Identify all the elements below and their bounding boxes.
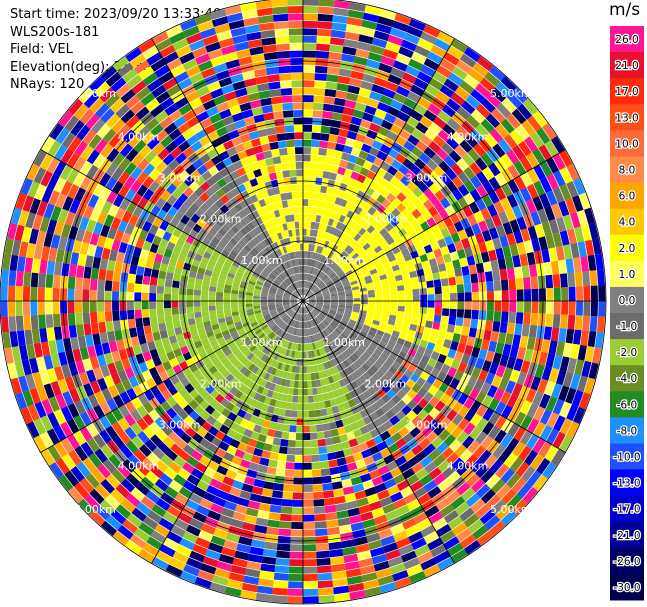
- colorbar-tick-label: -1.0: [617, 321, 638, 333]
- colorbar-tick-label: -6.0: [617, 399, 638, 411]
- colorbar-swatch: [610, 26, 644, 53]
- range-ring-label: 3.00km: [406, 419, 448, 432]
- colorbar-swatch: [610, 182, 644, 210]
- colorbar-tick-label: -17.0: [613, 504, 640, 516]
- colorbar-tick-label: -26.0: [613, 556, 640, 568]
- range-ring-label: 4.00km: [118, 130, 160, 143]
- colorbar-swatch: [610, 286, 644, 314]
- colorbar-swatch: [610, 417, 644, 444]
- colorbar-tick-label: 1.0: [619, 269, 636, 281]
- colorbar-swatch: [610, 495, 644, 523]
- colorbar-tick-label: 6.0: [619, 191, 636, 203]
- colorbar-tick-label: -8.0: [617, 425, 638, 437]
- colorbar-swatch: [610, 104, 644, 131]
- colorbar-swatch: [610, 469, 644, 497]
- field-label: Field: VEL: [10, 42, 73, 57]
- colorbar-tick-label: -30.0: [613, 582, 640, 594]
- colorbar-tick-label: 13.0: [615, 112, 638, 124]
- colorbar-swatch: [610, 208, 644, 236]
- colorbar-swatch: [610, 339, 644, 366]
- colorbar-swatch: [610, 78, 644, 105]
- colorbar-tick-label: 10.0: [615, 138, 638, 150]
- range-ring-label: 2.00km: [365, 377, 407, 390]
- colorbar-swatch: [610, 234, 644, 262]
- range-ring-label: 5.00km: [74, 87, 116, 100]
- colorbar-unit: m/s: [609, 0, 641, 20]
- colorbar-swatch: [610, 521, 644, 549]
- azimuth-spoke: [302, 300, 566, 453]
- colorbar-tick-label: -21.0: [613, 530, 640, 542]
- range-ring-label: 4.00km: [118, 460, 160, 473]
- azimuth-spoke: [302, 300, 455, 564]
- colorbar-swatch: [610, 52, 644, 79]
- colorbar-swatch: [610, 365, 644, 392]
- ppi-plot: 1.00km 1.00km 1.00km 1.00km 2.00km 2.00km 2.00…: [0, 0, 607, 605]
- colorbar-swatch: [610, 573, 644, 601]
- colorbar-swatch: [610, 443, 644, 471]
- range-ring-label: 4.00km: [447, 130, 489, 143]
- colorbar-tick-label: -10.0: [613, 452, 640, 464]
- range-ring-label: 5.00km: [490, 87, 532, 100]
- azimuth-spoke: [151, 38, 304, 302]
- azimuth-spoke: [302, 38, 455, 302]
- colorbar-swatch: [610, 547, 644, 575]
- start-time-label: Start time: 2023/09/20 13:33:40: [10, 7, 222, 22]
- colorbar-swatch: [610, 260, 644, 288]
- colorbar-tick-label: -13.0: [613, 478, 640, 490]
- colorbar-tick-label: 2.0: [619, 243, 636, 255]
- instrument-label: WLS200s-181: [10, 24, 100, 40]
- colorbar-tick-label: 0.0: [619, 295, 636, 307]
- range-ring-label: 1.00km: [241, 254, 283, 267]
- colorbar-tick-label: 8.0: [619, 165, 636, 177]
- range-ring-label: 1.00km: [241, 336, 283, 349]
- azimuth-spoke: [40, 149, 304, 302]
- range-ring-label: 4.00km: [447, 460, 489, 473]
- range-ring-label: 5.00km: [74, 503, 116, 516]
- range-ring-labels: 1.00km 1.00km 1.00km 1.00km 2.00km 2.00km 2.00…: [74, 87, 531, 516]
- range-ring-label: 1.00km: [323, 254, 365, 267]
- range-ring-label: 3.00km: [406, 172, 448, 185]
- azimuth-spoke: [302, 149, 566, 302]
- colorbar-swatch: [610, 313, 644, 340]
- range-ring-label: 3.00km: [159, 419, 201, 432]
- range-ring-label: 1.00km: [323, 336, 365, 349]
- range-ring-label: 5.00km: [490, 503, 532, 516]
- colorbar: 26.0 21.0 17.0 13.0 10.0 8.0 6.0 4.0 2.0 1.0 0.0 -1…: [610, 26, 644, 601]
- range-ring-label: 2.00km: [200, 377, 242, 390]
- colorbar-tick-label: 4.0: [619, 217, 636, 229]
- azimuth-spoke: [151, 300, 304, 564]
- colorbar-tick-label: -4.0: [617, 373, 638, 385]
- colorbar-swatch: [610, 156, 644, 184]
- range-ring-label: 2.00km: [365, 213, 407, 226]
- azimuth-spoke: [40, 300, 304, 453]
- velocity-sectors: [0, 0, 606, 604]
- nrays-label: NRays: 120: [10, 77, 85, 92]
- colorbar-tick-label: 17.0: [615, 86, 638, 98]
- range-ring-label: 2.00km: [200, 213, 242, 226]
- colorbar-tick-label: -2.0: [617, 347, 638, 359]
- colorbar-swatch: [610, 130, 644, 157]
- azimuth-spokes: [0, 0, 606, 604]
- range-ring-label: 3.00km: [159, 172, 201, 185]
- colorbar-tick-label: 26.0: [615, 34, 638, 46]
- colorbar-swatch: [610, 391, 644, 418]
- colorbar-tick-label: 21.0: [615, 60, 638, 72]
